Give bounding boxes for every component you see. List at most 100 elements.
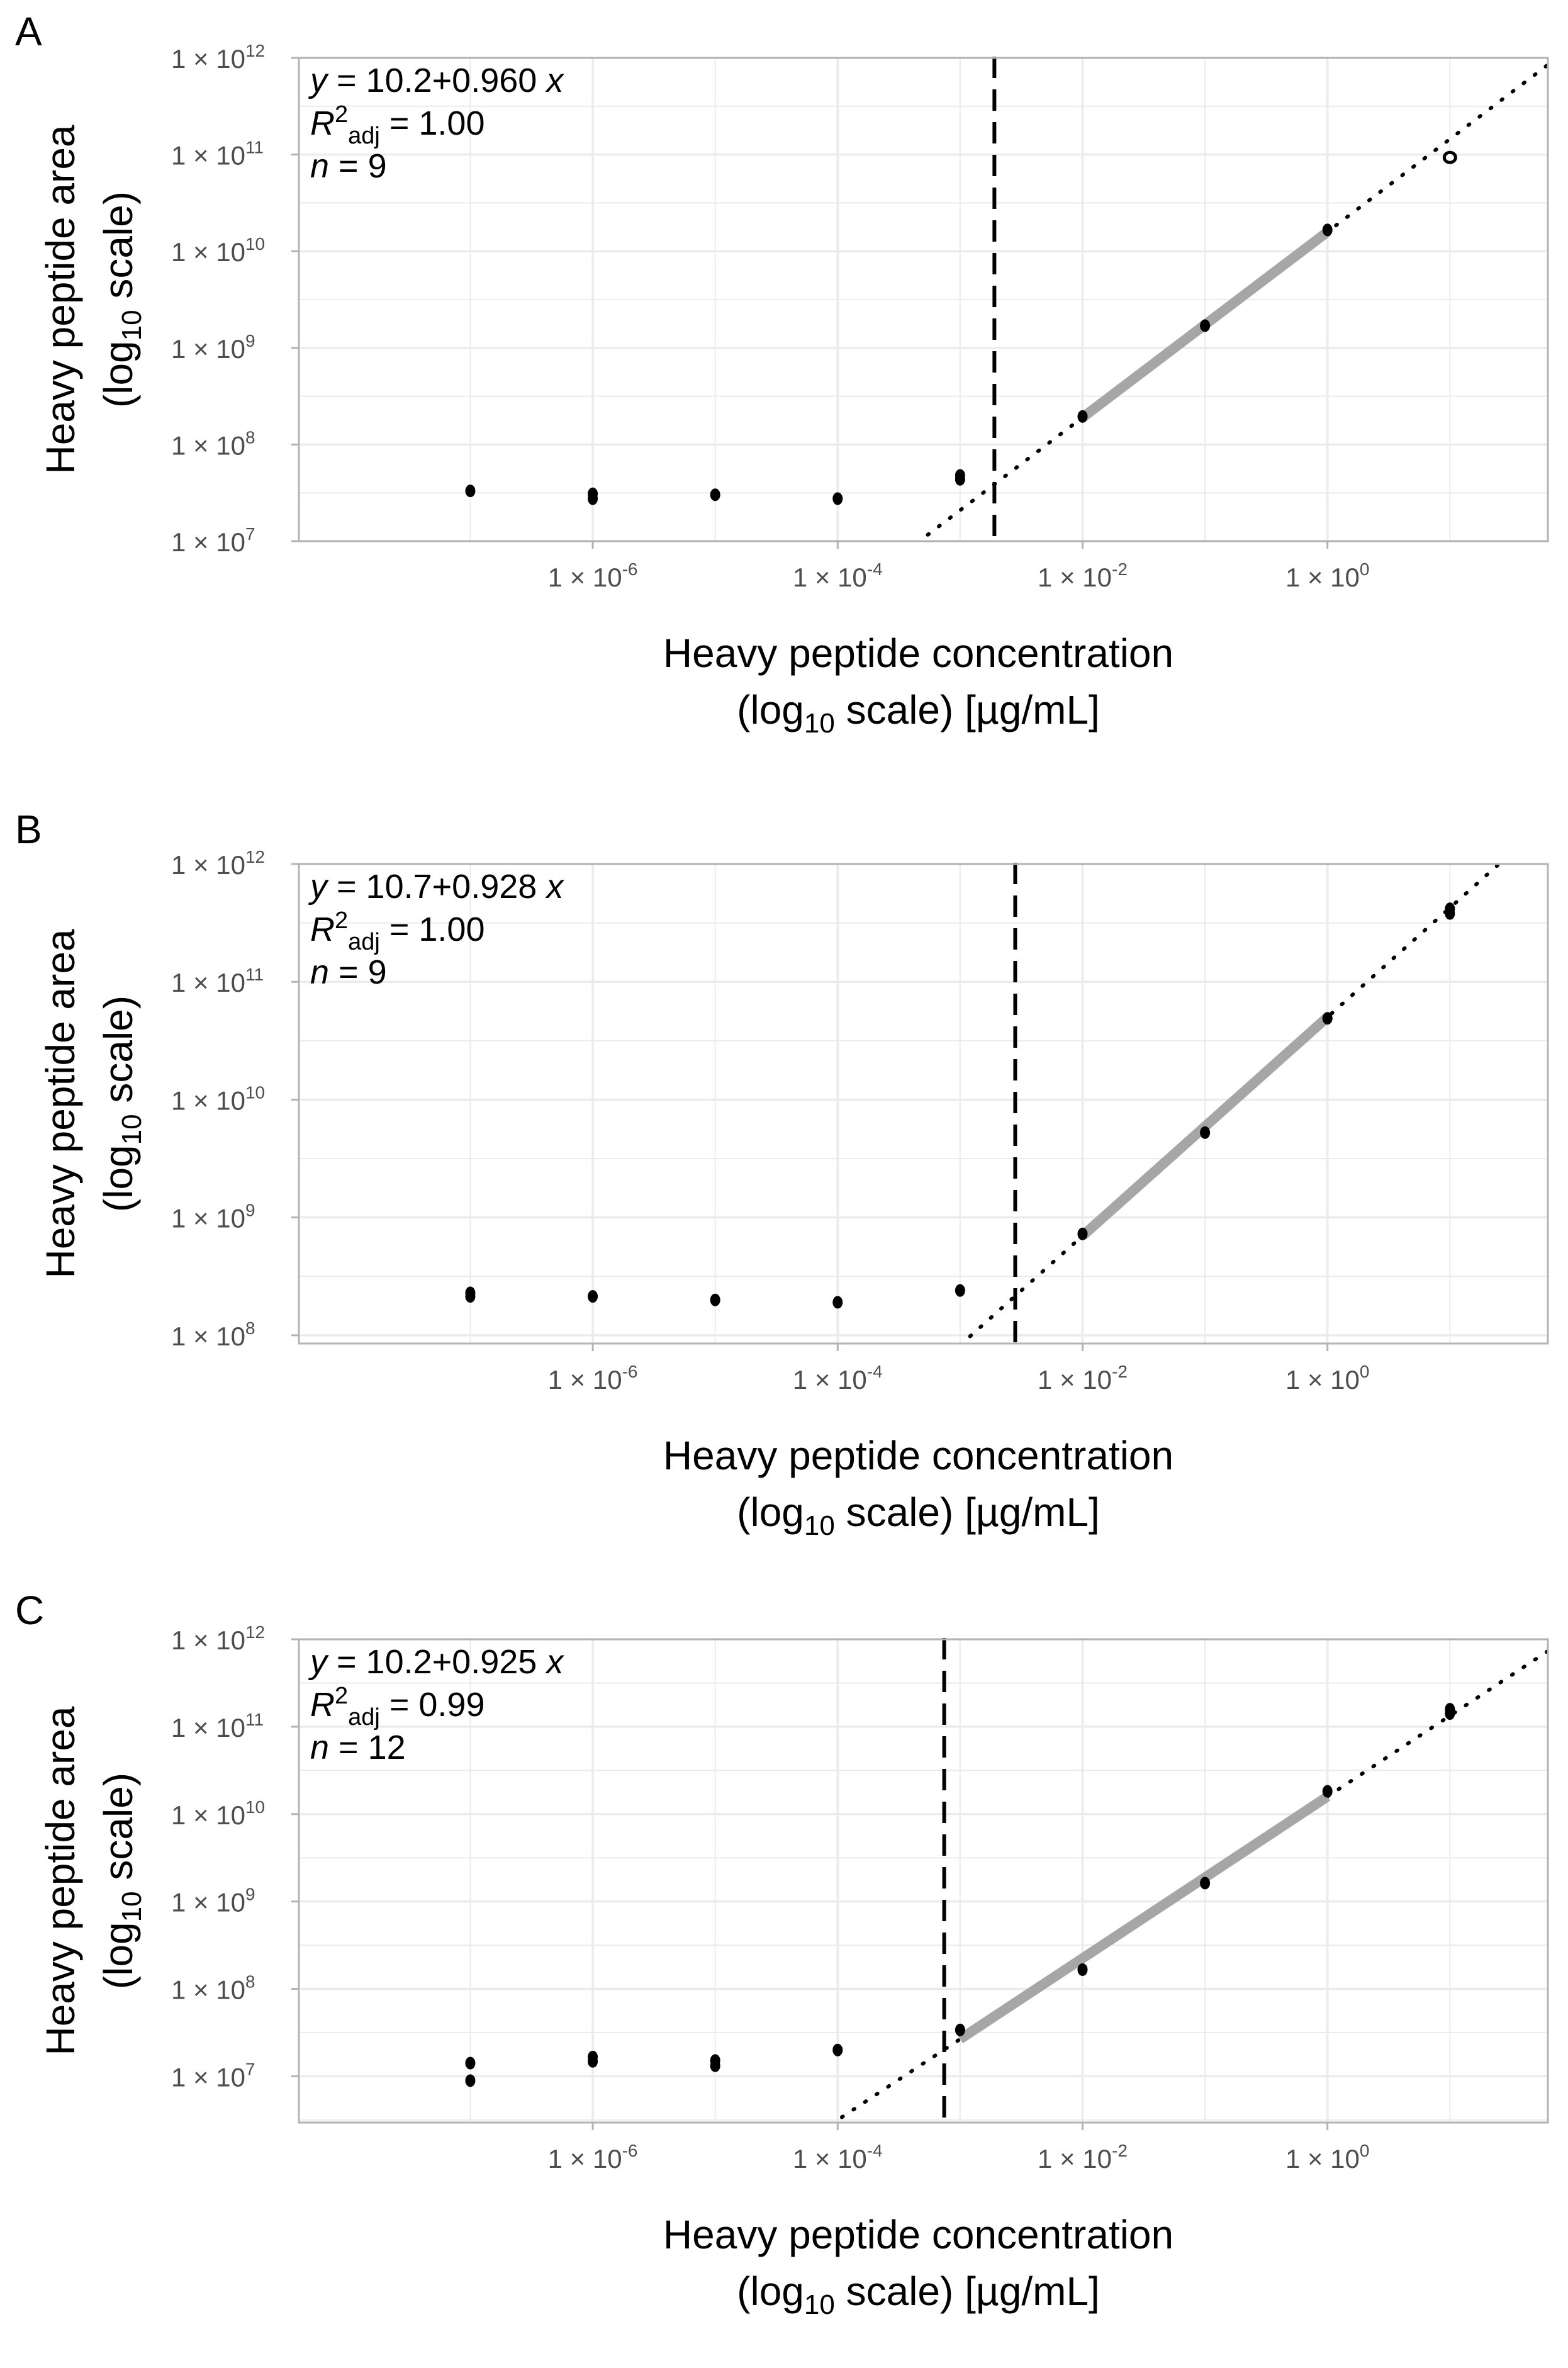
x-axis-subtitle: (log10 scale) [µg/mL] [737, 1490, 1100, 1541]
data-point-8 [1077, 1963, 1088, 1976]
data-point-7 [955, 2023, 965, 2036]
x-tick-label: 1 × 10-4 [793, 2141, 883, 2174]
data-point-6 [832, 2043, 843, 2057]
y-tick-label: 1 × 1010 [171, 234, 265, 267]
x-tick-label: 1 × 100 [1285, 1362, 1370, 1394]
data-points [465, 902, 1455, 1309]
data-point-6 [955, 473, 965, 486]
y-tick-label: 1 × 108 [171, 1318, 255, 1351]
data-point-12 [1445, 1707, 1455, 1720]
y-axis-subtitle: (log10 scale) [96, 996, 147, 1212]
x-tick-label: 1 × 10-4 [793, 559, 883, 592]
y-tick-label: 1 × 1011 [171, 138, 264, 171]
panel-a-chart: 1 × 10-6 1 × 10-4 1 × 10-2 1 × 100 1 × 1012 1… [15, 9, 1549, 739]
data-point-3 [710, 1293, 720, 1306]
extrapolated-fit-line [830, 1649, 1548, 2123]
x-axis-subtitle: (log10 scale) [µg/mL] [737, 687, 1100, 739]
x-tick-label: 1 × 10-6 [548, 559, 638, 592]
minor-gridlines [299, 58, 1548, 541]
plot-frame [298, 1638, 1549, 2124]
x-tick-label: 1 × 10-2 [1038, 559, 1128, 592]
y-tick-label: 1 × 107 [171, 524, 255, 557]
panel-c-chart: 1 × 10-6 1 × 10-4 1 × 10-2 1 × 100 1 × 1012 1… [15, 1588, 1549, 2320]
x-axis-title: Heavy peptide concentration [663, 631, 1173, 676]
x-tick-label: 1 × 10-2 [1038, 2141, 1128, 2174]
data-point-3 [588, 2055, 598, 2068]
x-tick-label: 1 × 100 [1285, 559, 1370, 592]
y-tick-label: 1 × 109 [171, 1201, 255, 1233]
y-tick-label: 1 × 108 [171, 427, 255, 460]
data-point-4 [832, 492, 843, 505]
x-axis-subtitle: (log10 scale) [µg/mL] [737, 2269, 1100, 2320]
data-point-10 [1445, 907, 1455, 920]
data-point-10 [1442, 150, 1457, 164]
y-axis-subtitle: (log10 scale) [96, 1773, 147, 1989]
regression-equation: y = 10.7+0.928 x [308, 868, 564, 906]
y-axis-title: Heavy peptide area [38, 125, 83, 474]
data-point-1 [465, 2074, 476, 2087]
data-point-0 [465, 2057, 476, 2070]
y-axis-title: Heavy peptide area [38, 929, 83, 1278]
x-tick-label: 1 × 10-6 [548, 1362, 638, 1394]
major-gridlines [299, 1638, 1548, 2123]
y-tick-label: 1 × 1012 [171, 847, 265, 880]
y-tick-label: 1 × 1011 [171, 1710, 264, 1742]
y-tick-label: 1 × 1012 [171, 1622, 265, 1655]
data-point-1 [465, 1290, 476, 1303]
data-point-2 [588, 1290, 598, 1303]
data-points [465, 1703, 1455, 2087]
data-point-5 [955, 1284, 965, 1297]
n-label: n = 9 [310, 953, 387, 991]
x-tick-label: 1 × 10-4 [793, 1362, 883, 1394]
data-point-0 [465, 485, 476, 498]
n-label: n = 9 [310, 147, 387, 185]
x-tick-label: 1 × 10-2 [1038, 1362, 1128, 1394]
y-axis-subtitle: (log10 scale) [96, 191, 147, 408]
minor-gridlines [299, 864, 1548, 1344]
panel-b-chart: 1 × 10-6 1 × 10-4 1 × 10-2 1 × 100 1 × 1012 1… [15, 807, 1549, 1541]
major-gridlines [299, 57, 1548, 542]
data-point-2 [588, 492, 598, 505]
linear-fit-line [957, 1792, 1331, 2044]
x-axis-title: Heavy peptide concentration [663, 2212, 1173, 2257]
data-point-9 [1322, 223, 1333, 237]
y-tick-label: 1 × 1012 [171, 41, 265, 74]
y-axis-title: Heavy peptide area [38, 1706, 83, 2055]
extrapolated-fit-line [916, 63, 1548, 541]
data-point-5 [710, 2059, 720, 2072]
data-point-8 [1200, 319, 1211, 332]
plot-frame [298, 57, 1549, 542]
data-point-7 [1200, 1126, 1211, 1139]
y-tick-label: 1 × 108 [171, 1972, 255, 2005]
panel-letter: B [15, 807, 42, 852]
data-point-6 [1077, 1227, 1088, 1240]
major-gridlines [299, 863, 1548, 1344]
data-point-3 [710, 488, 720, 502]
panel-letter: C [15, 1588, 44, 1633]
data-point-8 [1322, 1012, 1333, 1025]
data-point-4 [832, 1296, 843, 1309]
plot-frame [298, 863, 1549, 1345]
n-label: n = 12 [310, 1729, 406, 1766]
r-squared-label: R2adj = 1.00 [310, 101, 485, 149]
x-axis-title: Heavy peptide concentration [663, 1433, 1173, 1478]
y-tick-label: 1 × 1011 [171, 965, 264, 997]
y-tick-label: 1 × 1010 [171, 1082, 265, 1115]
minor-gridlines [299, 1639, 1548, 2123]
x-tick-label: 1 × 100 [1285, 2141, 1370, 2174]
data-points [465, 150, 1457, 505]
regression-equation: y = 10.2+0.960 x [308, 62, 564, 99]
x-tick-label: 1 × 10-6 [548, 2141, 638, 2174]
data-point-9 [1200, 1877, 1211, 1890]
y-tick-label: 1 × 1010 [171, 1797, 265, 1830]
r-squared-label: R2adj = 0.99 [310, 1683, 485, 1731]
y-tick-label: 1 × 109 [171, 331, 255, 364]
regression-equation: y = 10.2+0.925 x [308, 1643, 564, 1681]
y-tick-label: 1 × 109 [171, 1885, 255, 1917]
data-point-7 [1077, 410, 1088, 423]
y-tick-label: 1 × 107 [171, 2059, 255, 2092]
data-point-10 [1322, 1785, 1333, 1798]
panel-letter: A [15, 9, 42, 54]
r-squared-label: R2adj = 1.00 [310, 907, 485, 955]
